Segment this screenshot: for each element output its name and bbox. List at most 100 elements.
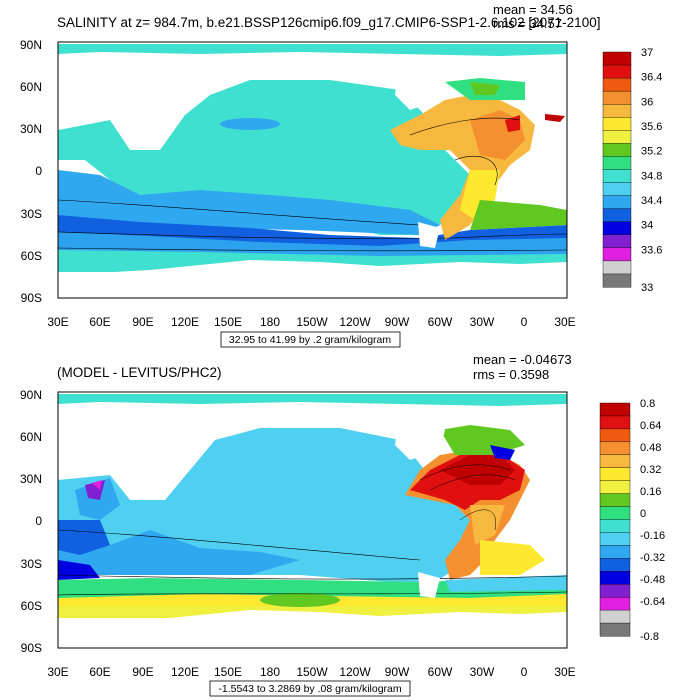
bottom-lon-label: 150W bbox=[296, 665, 328, 679]
bottom-mean: mean = -0.04673 bbox=[473, 352, 572, 367]
top-lat-label: 0 bbox=[35, 164, 42, 178]
top-contour-info: 32.95 to 41.99 by .2 gram/kilogram bbox=[229, 334, 392, 346]
colorbar-swatch bbox=[599, 545, 631, 559]
bottom-map bbox=[57, 391, 568, 649]
colorbar-swatch bbox=[599, 622, 631, 637]
colorbar-swatch bbox=[599, 596, 631, 611]
top-lat-label: 30S bbox=[21, 207, 42, 221]
colorbar-swatch bbox=[599, 506, 631, 520]
top-lon-label: 60E bbox=[89, 315, 110, 329]
colorbar-swatch bbox=[602, 117, 632, 131]
bottom-title: (MODEL - LEVITUS/PHC2) bbox=[57, 365, 222, 380]
colorbar-label: 34.4 bbox=[641, 195, 662, 207]
colorbar-swatch bbox=[599, 441, 631, 456]
top-lat-label: 60S bbox=[21, 249, 42, 263]
colorbar-swatch bbox=[599, 454, 631, 469]
top-lon-label: 0 bbox=[521, 315, 528, 329]
top-title: SALINITY at z= 984.7m, b.e21.BSSP126cmip… bbox=[57, 15, 600, 30]
colorbar-swatch bbox=[602, 51, 632, 66]
colorbar-swatch bbox=[602, 182, 632, 197]
top-mean: mean = 34.56 bbox=[493, 2, 573, 17]
colorbar-swatch bbox=[602, 221, 632, 236]
bottom-lon-label: 90E bbox=[132, 665, 153, 679]
colorbar-swatch bbox=[599, 428, 631, 443]
colorbar-label: 0.16 bbox=[640, 486, 661, 498]
top-lon-label: 90W bbox=[385, 315, 410, 329]
colorbar-swatch bbox=[602, 130, 632, 144]
colorbar-label: 37 bbox=[641, 47, 653, 59]
top-lon-label: 120W bbox=[339, 315, 371, 329]
colorbar-swatch bbox=[599, 415, 631, 430]
colorbar-swatch bbox=[602, 169, 632, 184]
bottom-contour-info: -1.5543 to 3.2869 by .08 gram/kilogram bbox=[218, 683, 402, 695]
colorbar-swatch bbox=[602, 90, 632, 105]
colorbar-swatch bbox=[599, 571, 631, 585]
top-lon-label: 180 bbox=[260, 315, 280, 329]
colorbar-label: 35.6 bbox=[641, 121, 662, 133]
top-lat-label: 30N bbox=[20, 122, 42, 136]
colorbar-swatch bbox=[599, 402, 631, 417]
bottom-colorbar-labels: 0.8 0.64 0.48 0.32 0.16 0 -0.16 -0.32 -0.48 -0.64… bbox=[640, 398, 665, 643]
top-lat-label: 60N bbox=[20, 80, 42, 94]
colorbar-label: 33 bbox=[641, 282, 653, 294]
bottom-lat-label: 30S bbox=[21, 557, 42, 571]
colorbar-label: 0.8 bbox=[640, 398, 655, 410]
bottom-lon-label: 180 bbox=[260, 665, 280, 679]
colorbar-swatch bbox=[602, 77, 632, 92]
top-lon-label: 30E bbox=[47, 315, 68, 329]
bottom-lat-label: 60S bbox=[21, 599, 42, 613]
top-map bbox=[57, 41, 568, 299]
colorbar-label: 36.4 bbox=[641, 72, 662, 84]
bottom-lat-label: 0 bbox=[35, 514, 42, 528]
top-lon-label: 120E bbox=[171, 315, 199, 329]
colorbar-swatch bbox=[602, 208, 632, 223]
bottom-lon-label: 60W bbox=[428, 665, 453, 679]
top-lat-label: 90N bbox=[20, 38, 42, 52]
top-lat-label: 90S bbox=[21, 291, 42, 305]
bottom-lon-label: 60E bbox=[89, 665, 110, 679]
bottom-lat-label: 30N bbox=[20, 472, 42, 486]
colorbar-label: -0.16 bbox=[640, 530, 665, 542]
bottom-lon-label: 90W bbox=[385, 665, 410, 679]
colorbar-label: 35.2 bbox=[641, 146, 662, 158]
colorbar-swatch bbox=[602, 156, 632, 170]
top-colorbar-labels: 37 36.4 36 35.6 35.2 34.8 34.4 34 33.6 33 bbox=[641, 47, 662, 294]
colorbar-swatch bbox=[602, 64, 632, 79]
colorbar-label: -0.8 bbox=[640, 631, 659, 643]
bottom-lon-label: 30E bbox=[47, 665, 68, 679]
colorbar-swatch bbox=[599, 519, 631, 533]
top-contour-info-box bbox=[220, 331, 401, 348]
colorbar-label: -0.48 bbox=[640, 574, 665, 586]
bottom-lon-label: 150E bbox=[214, 665, 242, 679]
colorbar-swatch bbox=[602, 247, 632, 262]
bottom-lon-label: 120E bbox=[171, 665, 199, 679]
colorbar-label: 0.48 bbox=[640, 442, 661, 454]
bottom-lon-label: 30E bbox=[554, 665, 575, 679]
colorbar-swatch bbox=[602, 143, 632, 157]
bottom-lat-label: 90S bbox=[21, 641, 42, 655]
colorbar-swatch bbox=[602, 234, 632, 249]
colorbar-swatch bbox=[599, 558, 631, 572]
colorbar-label: 0.32 bbox=[640, 464, 661, 476]
colorbar-swatch bbox=[602, 195, 632, 210]
top-lon-label: 30W bbox=[470, 315, 495, 329]
colorbar-swatch bbox=[599, 467, 631, 482]
bottom-lat-label: 90N bbox=[20, 388, 42, 402]
colorbar-label: 33.6 bbox=[641, 244, 662, 256]
colorbar-label: 34 bbox=[641, 220, 653, 232]
top-rms: rms = 34.57 bbox=[493, 16, 562, 31]
colorbar-swatch bbox=[602, 260, 632, 275]
colorbar-swatch bbox=[599, 480, 631, 495]
colorbar-label: -0.32 bbox=[640, 552, 665, 564]
colorbar-swatch bbox=[599, 493, 631, 508]
top-lon-label: 60W bbox=[428, 315, 453, 329]
bottom-lon-label: 120W bbox=[339, 665, 371, 679]
bottom-rms: rms = 0.3598 bbox=[473, 367, 549, 382]
top-lon-label: 90E bbox=[132, 315, 153, 329]
colorbar-label: 0 bbox=[640, 508, 646, 520]
top-subtropical-band bbox=[58, 170, 440, 235]
colorbar-swatch bbox=[599, 584, 631, 598]
bottom-lat-label: 60N bbox=[20, 430, 42, 444]
top-lon-label: 150W bbox=[296, 315, 328, 329]
